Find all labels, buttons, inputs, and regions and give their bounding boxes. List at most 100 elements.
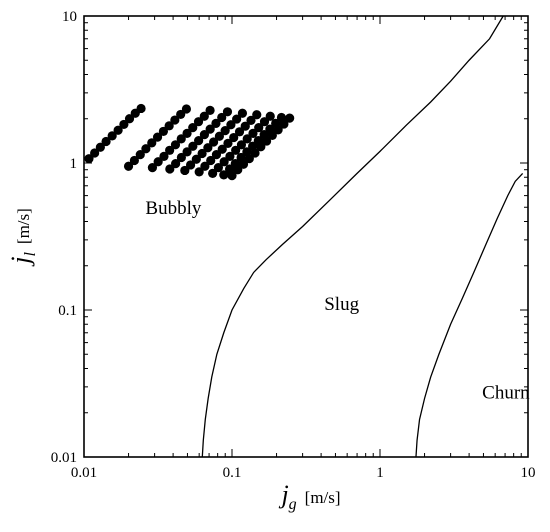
data-point	[123, 161, 134, 171]
data-point	[211, 118, 221, 128]
boundary-curve-2	[415, 172, 524, 458]
data-point	[234, 127, 245, 137]
data-point	[242, 134, 252, 144]
data-point	[236, 140, 247, 150]
data-point	[165, 145, 175, 155]
y-tick-labels: 0.01 0.1 1 10	[51, 9, 77, 466]
data-point	[199, 130, 210, 140]
data-point	[176, 134, 186, 144]
data-point	[285, 113, 295, 123]
region-label-bubbly: Bubbly	[145, 198, 201, 219]
data-point	[233, 165, 243, 175]
x-axis-symbol: j	[278, 480, 288, 509]
data-point	[84, 154, 94, 164]
y-axis-label: jl [m/s]	[6, 208, 39, 267]
data-point	[279, 119, 289, 129]
plot-frame	[83, 15, 529, 458]
x-tick-label: 10	[521, 465, 536, 481]
data-point	[101, 136, 111, 147]
data-point	[232, 114, 242, 124]
y-axis-subscript: l	[22, 252, 39, 257]
y-tick-label: 0.1	[58, 303, 77, 319]
data-point	[170, 140, 181, 150]
data-point	[205, 105, 215, 115]
data-point	[193, 117, 204, 127]
data-point	[217, 112, 227, 123]
y-tick-label: 0.01	[51, 450, 77, 466]
data-point	[153, 157, 163, 167]
data-point	[267, 130, 277, 141]
data-point	[200, 161, 210, 171]
data-point	[254, 123, 264, 133]
data-point	[213, 163, 223, 173]
data-point	[176, 152, 186, 163]
data-point	[206, 155, 216, 166]
boundary-curve-1	[201, 15, 504, 458]
data-point	[135, 150, 145, 160]
data-point	[165, 164, 175, 174]
data-point	[225, 151, 235, 161]
x-axis-label: jg [m/s]	[278, 480, 340, 513]
data-point	[158, 126, 169, 137]
data-point	[170, 115, 180, 125]
data-point	[237, 108, 248, 118]
data-point	[152, 132, 163, 142]
region-label-slug: Slug	[324, 294, 359, 315]
data-point	[113, 125, 123, 135]
data-point	[217, 144, 227, 154]
x-axis-subscript: g	[289, 496, 297, 513]
data-point	[181, 104, 192, 114]
data-point	[136, 103, 146, 114]
data-point	[231, 145, 241, 155]
y-axis-symbol: j	[6, 257, 35, 267]
ticks-layer	[83, 15, 529, 458]
data-point	[219, 157, 229, 167]
x-tick-label: 0.1	[223, 465, 242, 481]
data-point	[141, 144, 151, 154]
y-tick-label: 10	[62, 9, 77, 25]
y-tick-label: 1	[70, 156, 78, 172]
data-point	[252, 110, 262, 120]
data-point	[256, 142, 266, 152]
boundary-curves	[201, 15, 524, 458]
data-point	[185, 160, 196, 170]
data-point	[259, 117, 270, 127]
data-point	[248, 128, 258, 138]
data-point	[219, 170, 229, 180]
data-point	[220, 126, 230, 136]
data-point	[90, 148, 100, 158]
data-point	[203, 143, 213, 153]
data-point	[222, 107, 233, 117]
data-point	[199, 111, 209, 121]
data-point	[250, 148, 260, 158]
y-axis-unit: [m/s]	[14, 208, 33, 244]
data-point	[205, 124, 215, 134]
data-point	[211, 150, 222, 160]
data-point	[227, 171, 237, 181]
data-point	[226, 120, 236, 130]
data-point	[262, 136, 272, 146]
data-points	[84, 103, 295, 181]
data-point	[265, 111, 275, 121]
data-point	[223, 138, 233, 148]
data-point	[240, 121, 250, 131]
data-point	[208, 137, 219, 147]
data-point	[159, 151, 169, 161]
data-point	[180, 165, 190, 176]
data-point	[119, 119, 129, 130]
data-point	[176, 109, 186, 120]
x-tick-labels: 0.01 0.1 1 10	[71, 465, 536, 481]
data-point	[182, 147, 192, 157]
data-point	[147, 163, 158, 173]
data-point	[188, 123, 198, 133]
data-point	[164, 121, 174, 131]
data-point	[107, 131, 117, 141]
data-point	[95, 142, 105, 152]
data-point	[238, 159, 249, 169]
data-point	[214, 131, 224, 141]
data-point	[129, 155, 139, 166]
data-point	[188, 141, 198, 151]
data-point	[194, 167, 204, 177]
data-point	[182, 128, 192, 138]
